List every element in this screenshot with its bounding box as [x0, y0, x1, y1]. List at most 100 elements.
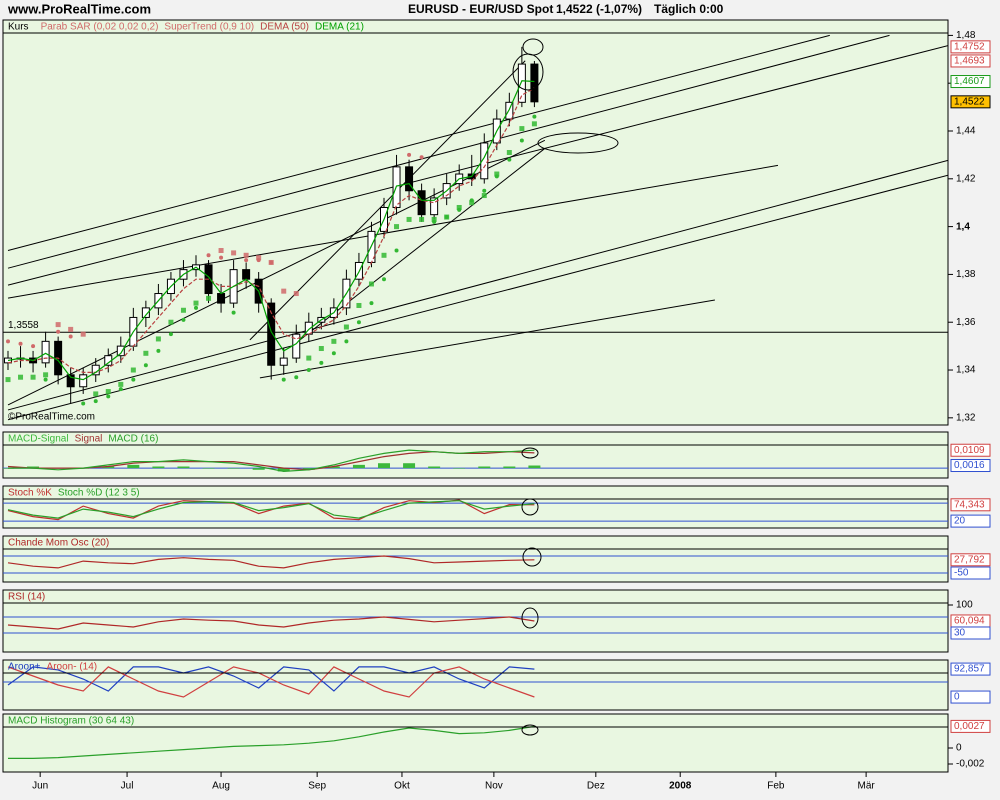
supertrend-square	[394, 224, 400, 230]
histogram-bar	[478, 466, 491, 469]
trendline	[7, 34, 830, 251]
sar-dot	[219, 255, 224, 260]
sar-dot	[181, 317, 186, 322]
panel	[2, 713, 949, 773]
supertrend-square	[331, 338, 337, 344]
sar-dot	[344, 339, 349, 344]
value-flag-label: 20	[954, 516, 966, 527]
y-tick-label: 1,42	[956, 173, 976, 184]
x-tick-label: Nov	[485, 781, 503, 792]
y-tick-label: 1,34	[956, 365, 976, 376]
y-tick-label: 1,44	[956, 126, 976, 137]
panel	[2, 431, 949, 479]
legend-entry: DEMA (21)	[315, 22, 364, 33]
series-line	[7, 80, 535, 381]
x-tick-label: 2008	[669, 781, 692, 792]
value-flag	[950, 54, 991, 68]
panel-label: Kurs	[8, 22, 29, 33]
ellipse	[521, 447, 539, 459]
supertrend-square	[268, 259, 274, 265]
trendline	[7, 159, 948, 411]
supertrend-square	[318, 346, 324, 352]
trendline	[7, 45, 948, 286]
panel-group: Chande Mom Osc (20)	[2, 535, 949, 583]
sar-dot	[156, 348, 161, 353]
sar-dot	[194, 305, 198, 310]
candle-body	[116, 345, 125, 357]
trendline	[259, 299, 715, 379]
value-flag-label: 1,4752	[954, 42, 985, 53]
y-tick-label: 1,32	[956, 412, 976, 423]
supertrend-square	[231, 250, 237, 256]
panel-group: 1,3558 ©ProRealTime.com Kurs Parab SAR (0,0…	[2, 19, 949, 426]
supertrend-square	[456, 204, 462, 210]
value-flag-label: 1,4693	[954, 56, 985, 67]
supertrend-square	[256, 255, 262, 261]
supertrend-square	[105, 389, 111, 395]
y-tick-label: 1,36	[956, 317, 976, 328]
candle-body	[267, 302, 276, 366]
legend-entry: MACD (16)	[108, 434, 158, 445]
histogram-bar	[352, 464, 365, 469]
histogram-bar	[327, 466, 340, 469]
candle-body	[405, 166, 414, 192]
series-line	[7, 616, 535, 630]
ellipse	[512, 53, 544, 91]
sar-dot	[407, 152, 412, 157]
supertrend-square	[531, 121, 537, 127]
y-tick-label: 1,38	[956, 269, 976, 280]
candle-body	[242, 269, 251, 280]
panel-group: MACD-Signal Signal MACD (16)	[2, 431, 949, 479]
supertrend-square	[343, 324, 349, 330]
value-flag-label: 60,094	[954, 616, 985, 627]
sar-dot	[306, 368, 311, 373]
candle-body	[79, 374, 88, 388]
sar-dot	[168, 332, 173, 337]
series-line	[7, 666, 535, 698]
supertrend-square	[43, 372, 49, 378]
histogram-bar	[528, 465, 541, 469]
supertrend-square	[168, 319, 174, 325]
histogram-bar	[503, 466, 516, 469]
supertrend-square	[218, 248, 224, 254]
panel-body	[3, 449, 948, 473]
sar-dot	[331, 351, 336, 356]
histogram-bar	[378, 463, 390, 469]
supertrend-square	[55, 322, 61, 328]
candle-body	[530, 63, 539, 103]
series-line	[7, 555, 535, 569]
legend-entry: SuperTrend (0,9 10)	[164, 22, 254, 33]
ellipse	[521, 724, 539, 736]
candle-body	[279, 357, 288, 366]
sar-dot	[532, 114, 537, 119]
sar-dot	[118, 387, 123, 392]
value-flag	[950, 514, 991, 528]
supertrend-square	[444, 214, 450, 220]
sar-dot	[68, 334, 73, 339]
supertrend-square	[206, 295, 212, 301]
panel-group: Aroon+ Aroon- (14)	[2, 659, 949, 711]
supertrend-square	[356, 302, 362, 308]
site-name: www.ProRealTime.com	[7, 1, 151, 16]
panel-body	[3, 616, 948, 634]
horizontal-line-label: 1,3558	[8, 320, 39, 331]
panel-body	[8, 725, 535, 759]
sar-dot	[6, 339, 10, 344]
value-flag-label: 30	[954, 628, 966, 639]
supertrend-square	[130, 367, 136, 373]
trendline	[7, 34, 890, 269]
supertrend-square	[281, 288, 287, 294]
sar-dot	[81, 401, 86, 406]
legend-entry: Chande Mom Osc (20)	[8, 538, 109, 549]
candle-body	[430, 197, 439, 216]
value-flag-label: 0	[954, 692, 960, 703]
panel-body	[3, 555, 948, 574]
supertrend-square	[155, 336, 161, 342]
value-flag	[950, 443, 991, 457]
value-flag-label: 92,857	[954, 664, 985, 675]
legend-entry: Aroon+	[8, 662, 41, 673]
panel-group: Stoch %K Stoch %D (12 3 5)	[2, 485, 949, 529]
histogram-bar	[302, 468, 315, 470]
supertrend-square	[80, 331, 86, 337]
sar-dot	[356, 320, 361, 325]
